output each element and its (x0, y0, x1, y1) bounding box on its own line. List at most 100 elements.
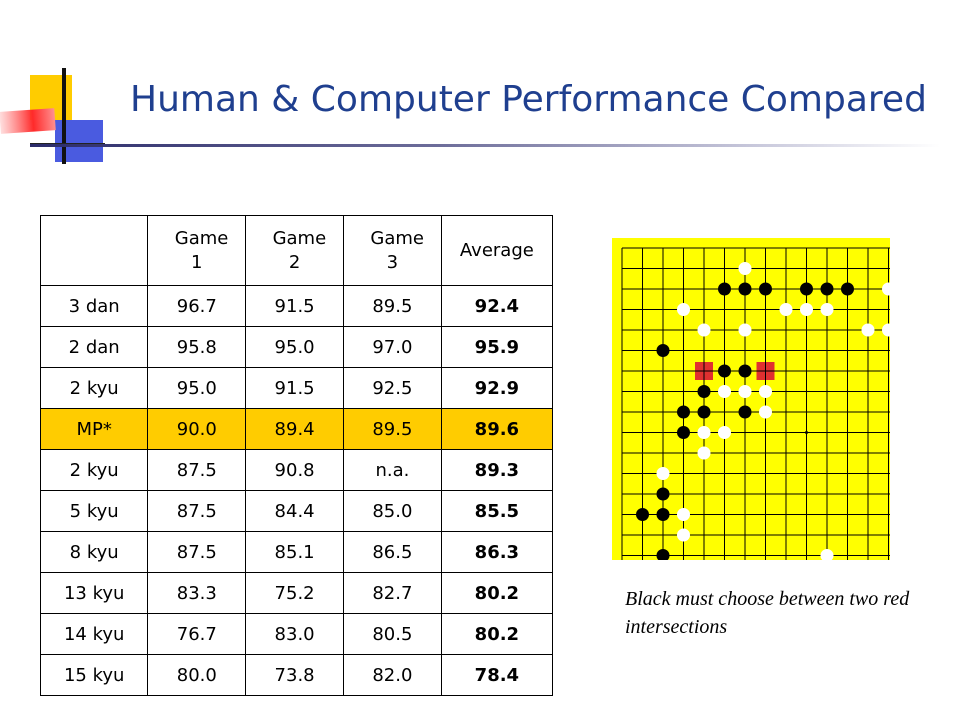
game3-cell: 89.5 (342, 408, 442, 450)
header-label: Game 3 (370, 227, 424, 273)
black-stone (718, 364, 731, 378)
black-stone (841, 282, 854, 296)
white-stone (738, 262, 752, 275)
game2-cell: 73.8 (245, 654, 344, 696)
white-stone (738, 323, 752, 337)
black-stone (677, 405, 690, 419)
game2-cell: 95.0 (245, 326, 344, 368)
white-stone (861, 323, 875, 337)
black-stone (738, 405, 752, 419)
game3-cell: 86.5 (342, 531, 442, 573)
board-caption: Black must choose between two red inters… (625, 588, 910, 638)
table-row: 2 kyu 95.0 91.5 92.5 92.9 (39, 367, 554, 409)
white-stone (677, 508, 690, 521)
white-stone (800, 303, 813, 316)
white-stone (820, 303, 834, 316)
black-stone (800, 282, 813, 296)
white-stone (677, 303, 690, 316)
white-stone (820, 549, 834, 560)
game1-cell: 95.0 (147, 367, 247, 409)
red-bar (0, 108, 56, 134)
candidate-move-markers (695, 362, 775, 380)
game2-cell: 83.0 (245, 613, 344, 655)
game3-cell: 89.5 (342, 285, 442, 327)
black-stone (656, 549, 670, 560)
game1-cell: 90.0 (147, 408, 247, 450)
rank-cell: 14 kyu (39, 613, 149, 655)
game1-cell: 83.3 (147, 572, 247, 614)
white-stone (882, 323, 890, 337)
average-cell: 86.3 (440, 531, 554, 573)
table-row: 2 dan 95.8 95.0 97.0 95.9 (39, 326, 554, 368)
black-stone (759, 282, 772, 296)
game2-cell: 89.4 (245, 408, 344, 450)
game2-cell: 85.1 (245, 531, 344, 573)
game3-cell: 92.5 (342, 367, 442, 409)
rank-cell: 5 kyu (39, 490, 149, 532)
game2-cell: 84.4 (245, 490, 344, 532)
game3-cell: 82.7 (342, 572, 442, 614)
table-row: 8 kyu 87.5 85.1 86.5 86.3 (39, 531, 554, 573)
black-stone (738, 364, 752, 378)
game3-cell: 82.0 (342, 654, 442, 696)
rank-cell: 2 kyu (39, 449, 149, 491)
rank-cell: 3 dan (39, 285, 149, 327)
title-rule (30, 144, 940, 147)
header-cell: Average (440, 215, 554, 286)
rank-cell: 2 dan (39, 326, 149, 368)
go-board-diagram (612, 238, 890, 560)
black-stone (697, 385, 711, 398)
go-stones (636, 262, 890, 560)
white-stone (738, 385, 752, 398)
average-cell: 78.4 (440, 654, 554, 696)
table-row-highlighted: MP* 90.0 89.4 89.5 89.6 (39, 408, 554, 450)
average-cell: 92.9 (440, 367, 554, 409)
header-cell (39, 215, 149, 286)
black-stone (820, 282, 834, 296)
black-stone (718, 282, 731, 296)
game2-cell: 75.2 (245, 572, 344, 614)
black-stone (636, 508, 649, 521)
header-label: Game 1 (174, 227, 229, 273)
white-stone (718, 385, 731, 398)
game2-cell: 91.5 (245, 367, 344, 409)
game2-cell: 90.8 (245, 449, 344, 491)
average-cell: 92.4 (440, 285, 554, 327)
white-stone (718, 426, 731, 439)
slide-title: Human & Computer Performance Compared (130, 79, 927, 120)
decorative-logo (0, 68, 105, 164)
rank-cell: MP* (39, 408, 149, 450)
average-cell: 85.5 (440, 490, 554, 532)
star-point (805, 431, 808, 434)
game2-cell: 91.5 (245, 285, 344, 327)
performance-table: Game 1 Game 2 Game 3 Average 3 dan 96.7 … (39, 215, 554, 696)
table-row: 5 kyu 87.5 84.4 85.0 85.5 (39, 490, 554, 532)
average-cell: 89.3 (440, 449, 554, 491)
game3-cell: n.a. (342, 449, 442, 491)
white-stone (759, 385, 772, 398)
table-row: 13 kyu 83.3 75.2 82.7 80.2 (39, 572, 554, 614)
average-cell: 89.6 (440, 408, 554, 450)
table-header-row: Game 1 Game 2 Game 3 Average (39, 215, 554, 286)
header-cell: Game 3 (342, 215, 442, 286)
white-stone (677, 528, 690, 542)
white-stone (697, 446, 711, 460)
rank-cell: 13 kyu (39, 572, 149, 614)
game1-cell: 87.5 (147, 531, 247, 573)
black-stone (677, 426, 690, 439)
game3-cell: 97.0 (342, 326, 442, 368)
game1-cell: 95.8 (147, 326, 247, 368)
table-row: 15 kyu 80.0 73.8 82.0 78.4 (39, 654, 554, 696)
black-stone (697, 405, 711, 419)
game1-cell: 76.7 (147, 613, 247, 655)
average-cell: 95.9 (440, 326, 554, 368)
white-stone (882, 282, 890, 296)
game1-cell: 96.7 (147, 285, 247, 327)
white-stone (779, 303, 793, 316)
table-row: 14 kyu 76.7 83.0 80.5 80.2 (39, 613, 554, 655)
white-stone (697, 323, 711, 337)
table-row: 2 kyu 87.5 90.8 n.a. 89.3 (39, 449, 554, 491)
average-cell: 80.2 (440, 613, 554, 655)
white-stone (697, 426, 711, 439)
black-stone (656, 487, 670, 501)
